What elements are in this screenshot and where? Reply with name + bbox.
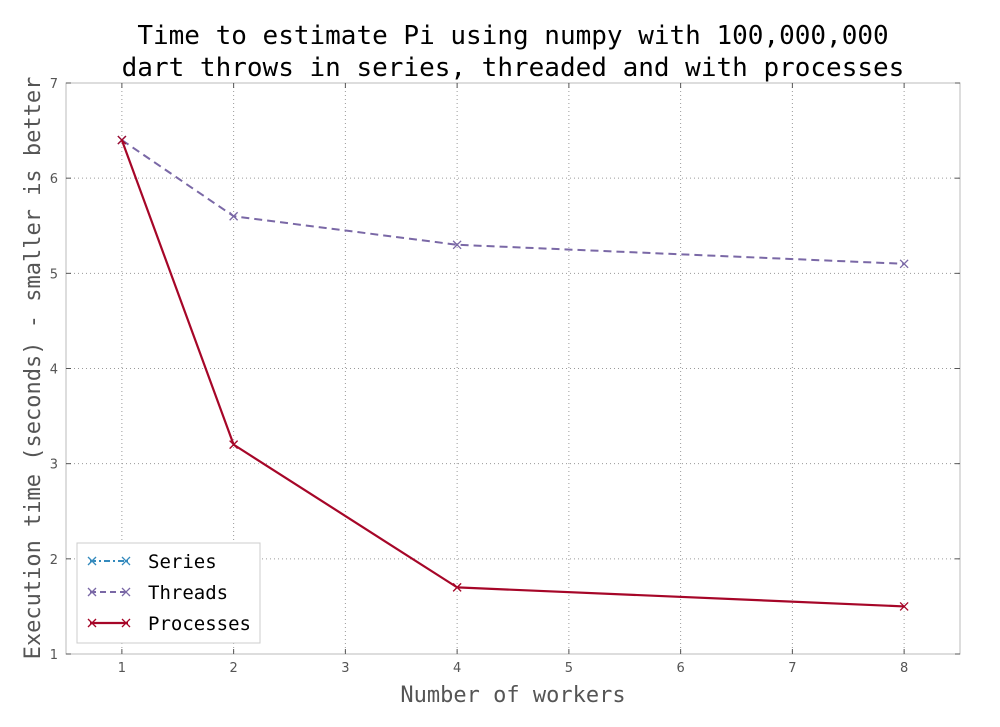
point-threads-stroke-b xyxy=(229,211,239,221)
legend-marker-series-stroke-b xyxy=(87,556,97,566)
x-tick-label: 2 xyxy=(229,661,237,676)
point-threads xyxy=(899,259,909,269)
legend-marker-series xyxy=(121,556,131,566)
y-axis-label: Execution time (seconds) - smaller is be… xyxy=(21,77,46,660)
legend-marker-processes-stroke-b xyxy=(87,618,97,628)
x-tick-label: 1 xyxy=(118,661,126,676)
y-tick-label: 1 xyxy=(50,648,58,663)
legend-marker-threads xyxy=(87,587,97,597)
legend-marker-processes-stroke-b xyxy=(121,618,131,628)
y-tick-label: 3 xyxy=(50,458,58,473)
series-layer xyxy=(117,135,909,611)
chart-title-line-2: dart throws in series, threaded and with… xyxy=(122,53,905,83)
x-tick-label: 7 xyxy=(788,661,796,676)
x-tick-label: 4 xyxy=(453,661,461,676)
point-threads xyxy=(452,240,462,250)
legend-marker-series-stroke-b xyxy=(121,556,131,566)
point-processes xyxy=(117,135,127,145)
point-processes-stroke-b xyxy=(117,135,127,145)
y-tick-label: 5 xyxy=(50,267,58,282)
x-axis-label: Number of workers xyxy=(400,683,625,708)
chart-title-line-1: Time to estimate Pi using numpy with 100… xyxy=(137,21,888,51)
legend-marker-threads-stroke-b xyxy=(87,587,97,597)
series-line-processes xyxy=(120,139,905,608)
y-tick-label: 2 xyxy=(50,553,58,568)
y-tick-label: 4 xyxy=(50,363,58,378)
legend-label-processes: Processes xyxy=(148,613,251,635)
legend-marker-processes xyxy=(121,618,131,628)
point-processes xyxy=(899,601,909,611)
series-line-threads xyxy=(121,139,905,265)
point-processes-stroke-b xyxy=(899,601,909,611)
legend-label-threads: Threads xyxy=(148,582,228,604)
y-tick-label: 6 xyxy=(50,172,58,187)
y-tick-label: 7 xyxy=(50,77,58,92)
legend-marker-processes xyxy=(87,618,97,628)
point-processes xyxy=(452,582,462,592)
x-tick-label: 3 xyxy=(341,661,349,676)
point-processes xyxy=(229,440,239,450)
legend-label-series: Series xyxy=(148,551,217,573)
point-threads-stroke-b xyxy=(899,259,909,269)
legend-marker-threads-stroke-b xyxy=(121,587,131,597)
legend-items: Series Threads Processes xyxy=(87,551,251,635)
legend: Series Threads Processes xyxy=(76,542,261,644)
x-tick-label: 6 xyxy=(676,661,684,676)
point-threads xyxy=(229,211,239,221)
point-processes-stroke-b xyxy=(229,440,239,450)
legend-marker-series xyxy=(87,556,97,566)
point-processes-stroke-b xyxy=(452,582,462,592)
legend-box xyxy=(76,542,261,644)
axis-ticks: 1 2 3 4 5 6 7 8 1 2 3 4 5 6 7 xyxy=(50,77,960,676)
point-threads-stroke-b xyxy=(452,240,462,250)
x-tick-label: 5 xyxy=(565,661,573,676)
x-tick-label: 8 xyxy=(900,661,908,676)
legend-marker-threads xyxy=(121,587,131,597)
